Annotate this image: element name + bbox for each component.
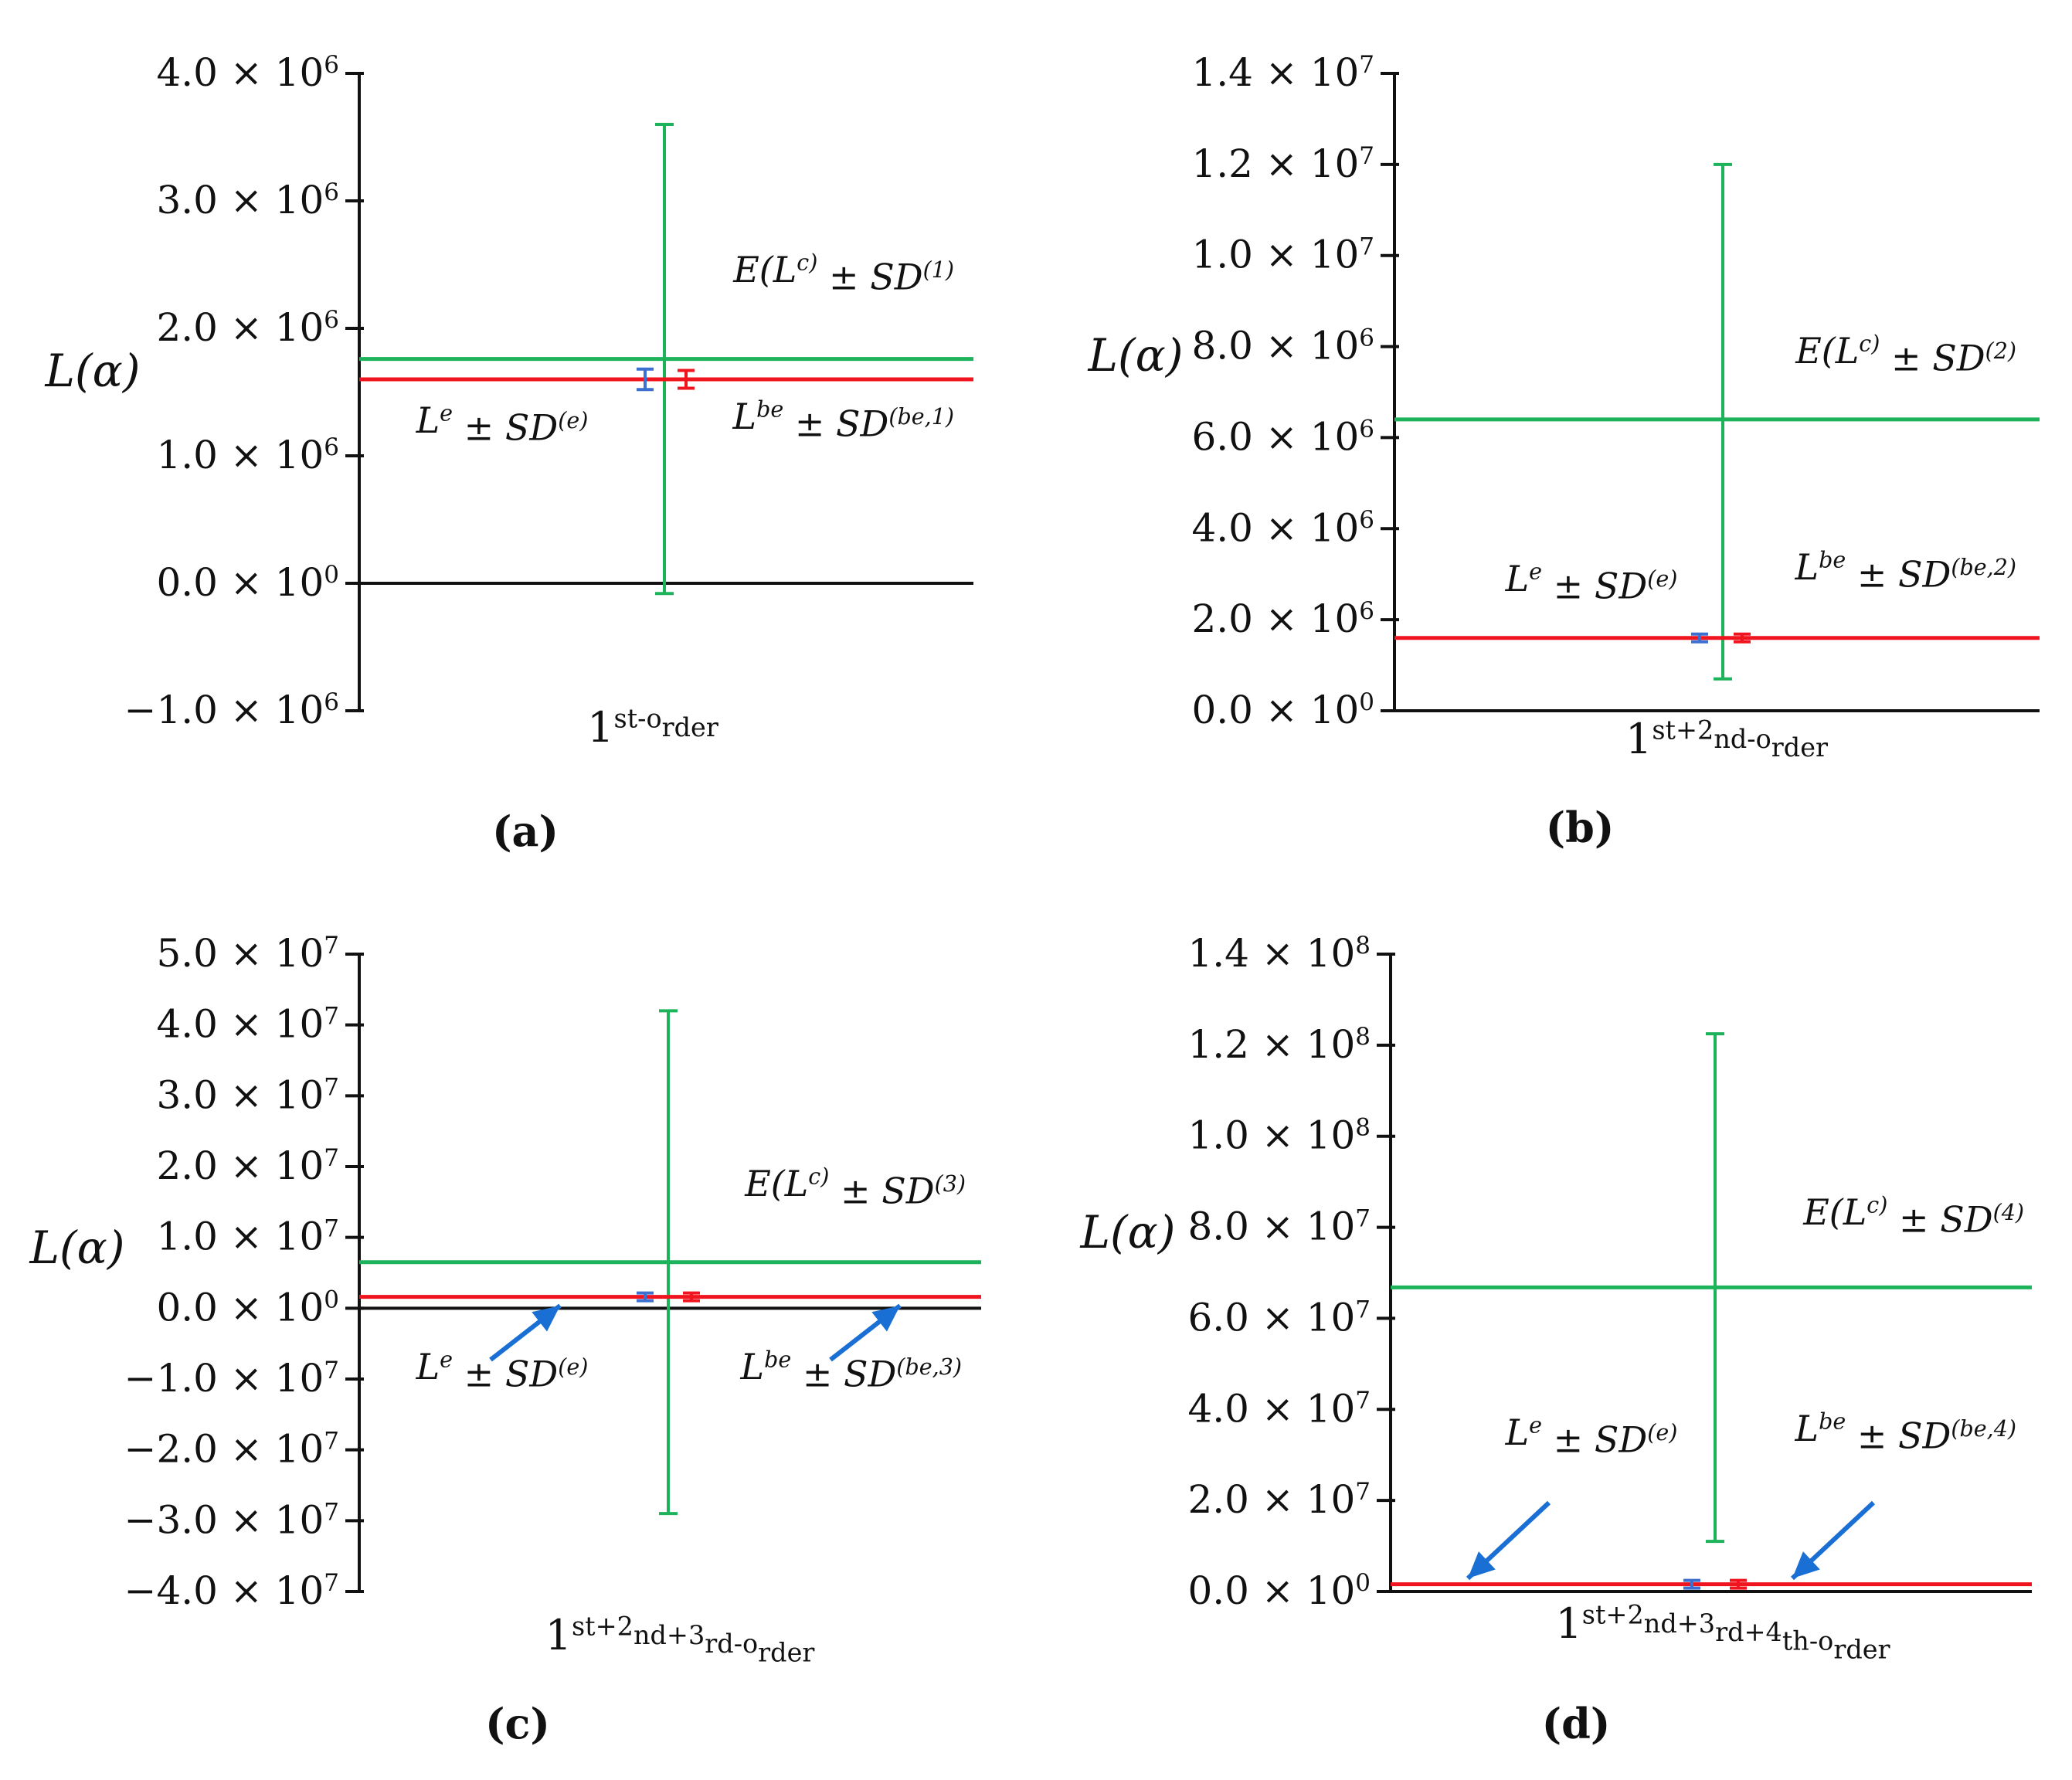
y-tick-label: 6.0 × 106​ — [1191, 414, 1374, 459]
y-tick-label: 1.2 × 107​ — [1191, 141, 1374, 186]
legend-bayesian: Lbe​ ± SD(be,1)​ — [732, 396, 954, 445]
legend-bayesian: Lbe​ ± SD(be,3)​ — [740, 1346, 962, 1395]
y-tick-label: −1.0 × 107​ — [124, 1356, 339, 1401]
y-axis-title: L(α) — [1080, 1206, 1176, 1259]
y-tick-label: 2.0 × 106​ — [156, 305, 339, 350]
x-axis-caption: 1st-o​rder​ — [587, 703, 718, 752]
y-tick-label: −1.0 × 106​ — [124, 688, 339, 732]
legend-experimental: Le​ ± SD(e)​ — [416, 399, 589, 449]
legend-computed: E(Lc)​ ± SD(1)​ — [732, 249, 954, 298]
y-axis-title: L(α) — [29, 1221, 125, 1274]
y-tick-label: 1.2 × 108​ — [1187, 1022, 1371, 1067]
y-tick-label: 2.0 × 106​ — [1191, 596, 1374, 641]
y-axis-title: L(α) — [45, 345, 141, 397]
legend-experimental: Le​ ± SD(e)​ — [1505, 558, 1678, 607]
arrow-experimental-head — [532, 1306, 560, 1332]
y-tick-label: 0.0 × 100​ — [156, 1285, 339, 1330]
panel-label: (d) — [1542, 1699, 1611, 1748]
legend-experimental: Le​ ± SD(e)​ — [416, 1346, 589, 1395]
legend-experimental: Le​ ± SD(e)​ — [1505, 1411, 1678, 1461]
y-tick-label: 0.0 × 100​ — [156, 560, 339, 605]
legend-bayesian: Lbe​ ± SD(be,2)​ — [1795, 546, 2016, 596]
x-axis-caption: 1st+2​nd+3​rd-o​rder​ — [545, 1611, 815, 1667]
y-tick-label: 8.0 × 107​ — [1187, 1204, 1371, 1249]
legend-bayesian: Lbe​ ± SD(be,4)​ — [1795, 1408, 2016, 1457]
y-tick-label: 8.0 × 106​ — [1191, 324, 1374, 369]
panel-label: (b) — [1546, 803, 1615, 852]
legend-computed: E(Lc)​ ± SD(2)​ — [1795, 330, 2016, 379]
arrow-bayesian-head — [1792, 1551, 1820, 1578]
y-tick-label: 1.0 × 107​ — [156, 1214, 339, 1259]
y-tick-label: 2.0 × 107​ — [156, 1143, 339, 1188]
y-tick-label: 5.0 × 107​ — [156, 931, 339, 976]
panel-b: 0.0 × 100​ 2.0 × 106​ 4.0 × 106​ 6.0 × 106​… — [1088, 50, 2040, 852]
x-axis-caption: 1st+2​nd+3​rd+4​th-o​rder​ — [1555, 1599, 1890, 1665]
y-tick-label: −4.0 × 107​ — [124, 1568, 339, 1613]
panel-a: −1.0 × 106​ 0.0 × 100​ 1.0 × 106​ 2.0 × 106… — [45, 50, 973, 856]
panel-label: (a) — [492, 807, 559, 856]
y-tick-label: 1.0 × 107​ — [1191, 233, 1374, 277]
legend-computed: E(Lc)​ ± SD(3)​ — [744, 1163, 966, 1212]
y-tick-label: −3.0 × 107​ — [124, 1497, 339, 1542]
x-axis-caption: 1st+2​nd-o​rder​ — [1625, 715, 1828, 763]
y-tick-label: 4.0 × 106​ — [156, 50, 339, 95]
y-tick-label: 4.0 × 107​ — [156, 1002, 339, 1047]
y-tick-label: 0.0 × 100​ — [1191, 688, 1374, 732]
y-tick-label: 2.0 × 107​ — [1187, 1477, 1371, 1522]
panel-label: (c) — [485, 1699, 550, 1748]
y-tick-label: 3.0 × 106​ — [156, 178, 339, 222]
y-tick-label: 1.0 × 108​ — [1187, 1113, 1371, 1158]
y-tick-label: 1.4 × 108​ — [1187, 931, 1371, 976]
y-axis-title: L(α) — [1088, 329, 1184, 382]
y-tick-label: 1.4 × 107​ — [1191, 50, 1374, 95]
arrow-bayesian-head — [871, 1306, 900, 1332]
y-tick-label: 1.0 × 106​ — [156, 433, 339, 477]
y-tick-label: 3.0 × 107​ — [156, 1072, 339, 1117]
legend-computed: E(Lc)​ ± SD(4)​ — [1802, 1191, 2024, 1241]
y-tick-label: 6.0 × 107​ — [1187, 1295, 1371, 1340]
panel-d: 0.0 × 100​ 2.0 × 107​ 4.0 × 107​ 6.0 × 107​… — [1080, 931, 2032, 1748]
panel-c: −4.0 × 107​ −3.0 × 107​ −2.0 × 107​ −1.0 × … — [29, 931, 981, 1748]
arrow-experimental-head — [1468, 1551, 1496, 1578]
y-tick-label: 0.0 × 100​ — [1187, 1568, 1371, 1613]
y-tick-label: −2.0 × 107​ — [124, 1427, 339, 1472]
y-tick-label: 4.0 × 107​ — [1187, 1386, 1371, 1431]
y-tick-label: 4.0 × 106​ — [1191, 505, 1374, 550]
